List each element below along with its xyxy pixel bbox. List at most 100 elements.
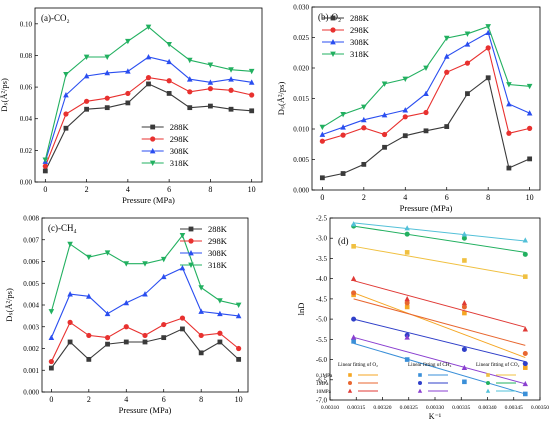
y-tick-label: 0.000: [293, 187, 309, 195]
data-point: [350, 221, 357, 227]
y-tick-label: 0.00: [20, 179, 33, 187]
data-point: [361, 116, 367, 123]
data-point: [125, 38, 131, 45]
data-point: [462, 379, 467, 385]
x-axis-label: Pressure (MPa): [400, 203, 453, 213]
data-point: [485, 29, 491, 36]
data-point: [522, 350, 528, 356]
legend-marker: [330, 51, 336, 57]
data-point: [444, 124, 450, 129]
data-point: [83, 73, 90, 79]
data-point: [217, 330, 223, 336]
data-point: [104, 250, 111, 256]
data-point: [67, 291, 73, 297]
data-point: [350, 334, 357, 340]
x-tick-label: 0.00335: [452, 405, 470, 411]
data-point: [381, 81, 388, 87]
data-point: [319, 138, 325, 144]
data-point: [180, 326, 185, 332]
data-point: [506, 82, 512, 88]
data-point: [381, 111, 388, 118]
y-tick-label: 0.010: [293, 126, 309, 134]
y-axis-label: lnD: [296, 303, 306, 316]
legend-marker: [486, 381, 490, 385]
data-point: [217, 310, 223, 317]
data-point: [161, 321, 167, 328]
legend-label: 298K: [208, 236, 228, 246]
data-point: [228, 87, 234, 93]
fit-line: [353, 280, 526, 328]
data-point: [123, 299, 130, 306]
legend-row-label: 0.1MPa: [316, 373, 333, 379]
data-point: [166, 91, 172, 96]
data-point: [142, 332, 148, 339]
data-point: [523, 365, 528, 370]
data-point: [142, 261, 148, 267]
data-point: [402, 107, 409, 113]
data-point: [351, 316, 357, 322]
legend-marker: [330, 27, 336, 33]
data-point: [235, 302, 242, 308]
data-point: [160, 273, 167, 280]
y-tick-label: -3.0: [316, 235, 328, 243]
data-point: [86, 356, 92, 362]
x-tick-label: 8: [199, 395, 203, 404]
x-tick-label: 0.00330: [426, 405, 444, 411]
data-point: [142, 291, 148, 297]
data-point: [461, 235, 467, 241]
data-point: [381, 131, 388, 138]
series-line: [50, 234, 239, 312]
data-point: [235, 312, 242, 319]
data-point: [236, 345, 242, 352]
legend: 288K 298K 308K 318K: [141, 122, 190, 168]
data-point: [198, 285, 204, 291]
x-tick-label: 6: [167, 185, 171, 194]
y-tick-label: 0.003: [23, 323, 39, 331]
data-point: [404, 225, 410, 231]
y-tick-label: 0.000: [23, 389, 39, 397]
data-point: [527, 156, 533, 162]
data-point: [228, 76, 234, 82]
data-point: [461, 231, 468, 237]
data-point: [526, 83, 533, 90]
data-point: [217, 339, 223, 345]
y-tick-label: 0.006: [23, 258, 39, 266]
data-point: [319, 124, 326, 131]
x-tick-label: 0.00315: [347, 405, 365, 411]
data-point: [160, 256, 167, 263]
fit-line: [353, 225, 526, 253]
legend-header: Linear fitting of O₂: [338, 361, 378, 368]
legend-label: 298K: [170, 134, 190, 144]
data-point: [48, 358, 54, 365]
data-point: [42, 157, 49, 163]
data-point: [404, 357, 410, 362]
data-point: [83, 54, 90, 61]
data-point: [179, 315, 186, 321]
data-point: [48, 365, 54, 371]
data-point: [208, 103, 213, 109]
data-point: [506, 100, 512, 107]
legend-marker: [347, 388, 353, 393]
data-point: [340, 132, 346, 138]
data-point: [104, 105, 110, 111]
data-point: [186, 76, 193, 82]
data-point: [404, 300, 410, 306]
legend-label: 318K: [208, 260, 228, 270]
data-point: [351, 339, 356, 344]
y-axis-label: Dₛ(Å²/ps): [4, 288, 14, 322]
x-tick-label: 0.00320: [373, 405, 391, 411]
data-point: [319, 175, 325, 181]
data-point: [67, 339, 73, 345]
data-point: [228, 106, 234, 112]
data-point: [506, 130, 512, 136]
y-tick-label: -6.5: [316, 376, 328, 384]
data-point: [166, 78, 172, 84]
y-tick-label: 0.008: [23, 215, 39, 223]
data-point: [104, 54, 111, 61]
data-point: [350, 275, 357, 281]
x-tick-label: 10: [526, 193, 534, 202]
legend: Linear fitting of O₂ Linear fitting of CH…: [316, 361, 520, 395]
y-tick-label: -6.0: [316, 356, 328, 364]
y-tick-label: -3.5: [316, 255, 328, 263]
data-point: [63, 111, 69, 117]
